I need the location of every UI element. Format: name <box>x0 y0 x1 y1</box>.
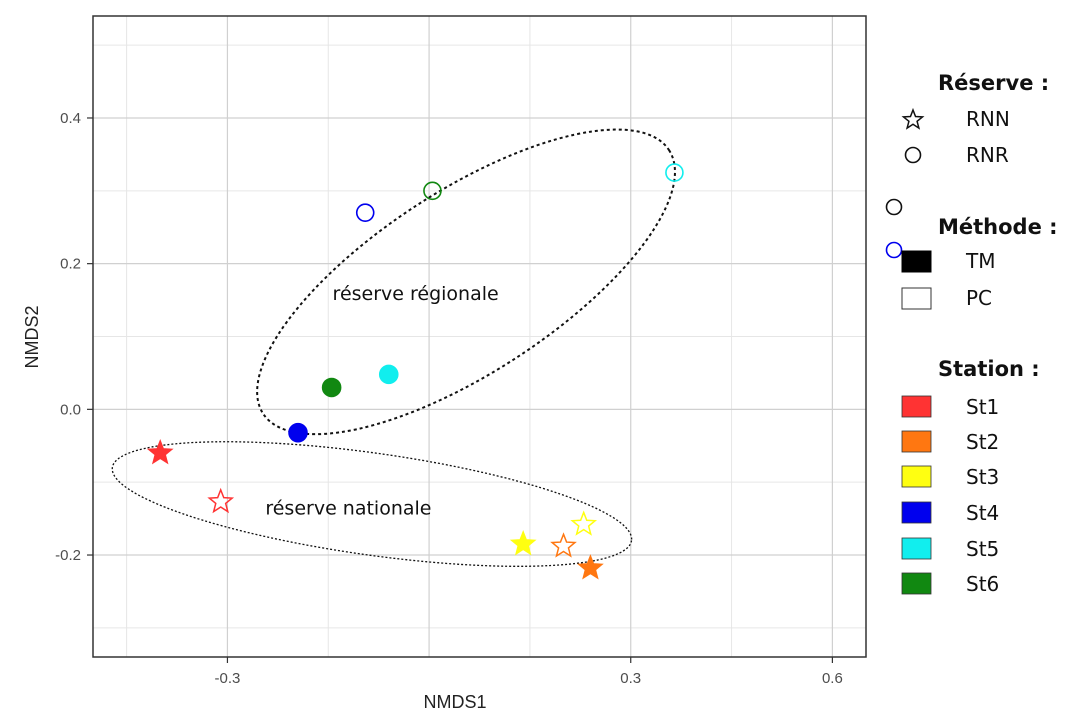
point-st6-tm <box>321 377 342 398</box>
legend-station-label-st6: St6 <box>966 572 999 596</box>
y-tick-label: 0.4 <box>60 110 81 127</box>
point-st3-tm <box>509 530 537 556</box>
axis-ticks: -0.3 0.3 0.6 0.4 0.2 0.0 -0.2 <box>55 110 843 687</box>
annotation-1: réserve nationale <box>265 498 431 520</box>
stray-blue-circle-icon <box>885 241 903 259</box>
point-st1-pc <box>207 487 235 514</box>
star-outline-icon <box>901 107 925 130</box>
legend-methode-swatch-tm <box>901 250 932 273</box>
legend-station-label-st3: St3 <box>966 465 999 489</box>
x-axis-title: NMDS1 <box>423 692 486 712</box>
y-tick-label: 0.2 <box>60 256 81 273</box>
legend-station-swatch-st1 <box>901 395 932 418</box>
point-st2-pc <box>550 532 577 558</box>
legend-station-item-st6: St6 <box>901 572 999 596</box>
legend-station-label-st5: St5 <box>966 537 999 561</box>
stray-circle-icon <box>885 198 903 216</box>
legend-reserve-title: Réserve : <box>938 71 1049 95</box>
legend-station-item-st4: St4 <box>901 501 999 525</box>
x-tick-label: 0.3 <box>620 670 641 687</box>
point-st6-pc <box>423 181 442 201</box>
y-tick-label: 0.0 <box>60 401 81 418</box>
point-st4-pc <box>355 203 375 222</box>
group-ellipses <box>111 128 676 567</box>
point-st5-pc <box>665 163 684 182</box>
ellipse-annotations: réserve régionale réserve nationale <box>265 283 498 520</box>
y-tick-label: -0.2 <box>55 547 81 564</box>
legend-station-swatch-st6 <box>901 572 932 595</box>
x-tick-label: 0.6 <box>822 670 843 687</box>
legend-station-item-st3: St3 <box>901 465 999 489</box>
legend: Réserve : RNN RNR Méthode : TM PC Statio… <box>885 71 1058 596</box>
legend-reserve-item-rnn: RNN <box>901 107 1010 131</box>
legend-reserve-label-rnr: RNR <box>966 143 1009 167</box>
legend-station-swatch-st2 <box>901 430 932 453</box>
legend-reserve-label-rnn: RNN <box>966 107 1010 131</box>
legend-methode-label-pc: PC <box>966 286 992 310</box>
legend-station-item-st5: St5 <box>901 537 999 561</box>
legend-station-label-st4: St4 <box>966 501 999 525</box>
legend-methode-item-pc: PC <box>901 286 992 310</box>
annotation-0: réserve régionale <box>333 283 499 305</box>
legend-station-label-st1: St1 <box>966 395 999 419</box>
point-st5-tm <box>378 364 399 385</box>
legend-methode-title: Méthode : <box>938 215 1058 239</box>
plot-panel-border <box>92 15 867 658</box>
legend-station-label-st2: St2 <box>966 430 999 454</box>
point-st4-tm <box>288 422 308 443</box>
ellipse-rnn <box>111 441 633 567</box>
legend-station-item-st2: St2 <box>901 430 999 454</box>
x-tick-label: -0.3 <box>215 670 241 687</box>
legend-station-item-st1: St1 <box>901 395 999 419</box>
legend-station-swatch-st5 <box>901 537 932 560</box>
ellipse-rnr <box>256 128 676 436</box>
point-st3-pc <box>570 510 598 536</box>
legend-methode-label-tm: TM <box>965 249 995 273</box>
point-st1-tm <box>146 438 174 465</box>
grid-lines <box>93 16 866 657</box>
legend-station-swatch-st3 <box>901 465 932 488</box>
y-axis-title: NMDS2 <box>22 305 42 368</box>
data-points <box>146 163 684 580</box>
legend-station-swatch-st4 <box>901 501 932 524</box>
legend-reserve-item-rnr: RNR <box>904 143 1009 167</box>
legend-station-title: Station : <box>938 357 1040 381</box>
point-st2-tm <box>577 554 604 580</box>
legend-methode-swatch-pc <box>901 287 932 310</box>
legend-methode-item-tm: TM <box>901 249 995 273</box>
circle-outline-icon <box>904 146 922 164</box>
